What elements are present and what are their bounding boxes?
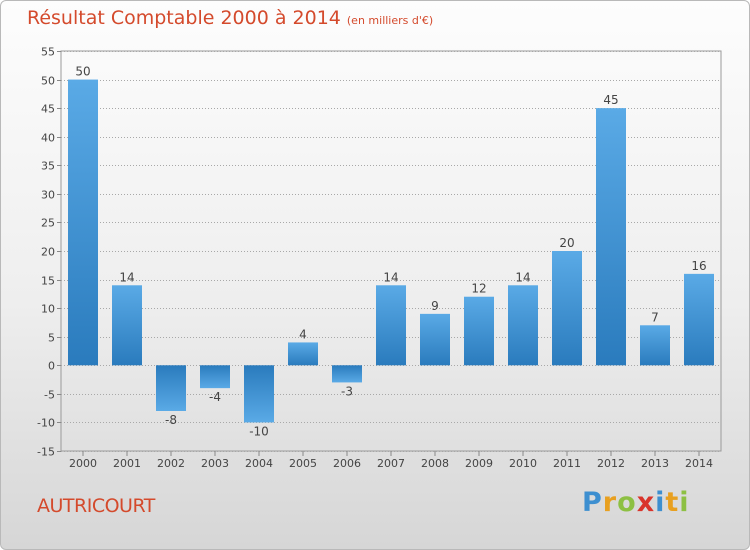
y-tick-label: -15 xyxy=(37,446,55,459)
bar-value-label: 50 xyxy=(75,65,90,79)
commune-name: AUTRICOURT xyxy=(37,495,155,517)
title-text: Résultat Comptable 2000 à 2014 xyxy=(27,7,341,29)
bar-value-label: 20 xyxy=(559,236,574,250)
proxiti-logo: Proxiti xyxy=(582,487,690,518)
bar-value-label: 12 xyxy=(471,282,486,296)
x-tick-label: 2003 xyxy=(201,457,229,470)
x-tick-label: 2006 xyxy=(333,457,361,470)
x-tick-label: 2000 xyxy=(69,457,97,470)
y-tick-label: 55 xyxy=(41,46,55,59)
bar xyxy=(288,342,318,366)
bar-value-label: 14 xyxy=(119,270,134,284)
x-tick-label: 2001 xyxy=(113,457,141,470)
x-tick-label: 2002 xyxy=(157,457,185,470)
bar xyxy=(376,285,406,366)
bar-value-label: 4 xyxy=(299,327,307,341)
title-unit: (en milliers d'€) xyxy=(346,14,434,27)
bar xyxy=(596,108,626,366)
y-tick-label: 15 xyxy=(41,275,55,288)
bar xyxy=(420,313,450,366)
x-tick-label: 2004 xyxy=(245,457,273,470)
bar xyxy=(200,365,230,389)
bar xyxy=(552,251,582,366)
logo-letter: r xyxy=(602,487,618,518)
y-tick-label: 10 xyxy=(41,303,55,316)
y-tick-label: -10 xyxy=(37,417,55,430)
logo-letter: i xyxy=(679,487,690,518)
x-tick-label: 2007 xyxy=(377,457,405,470)
bar xyxy=(244,365,274,423)
bar-value-label: 14 xyxy=(383,270,398,284)
logo-letter: o xyxy=(617,487,637,518)
y-tick-label: 25 xyxy=(41,217,55,230)
bar xyxy=(112,285,142,366)
logo-letter: P xyxy=(582,487,603,518)
bar-value-label: -3 xyxy=(341,384,353,398)
bar xyxy=(332,365,362,383)
y-tick-label: 35 xyxy=(41,160,55,173)
bar xyxy=(464,296,494,366)
bar-value-label: -10 xyxy=(249,424,269,438)
x-tick-label: 2005 xyxy=(289,457,317,470)
y-tick-label: 40 xyxy=(41,132,55,145)
bar-value-label: 16 xyxy=(691,259,706,273)
x-tick-label: 2008 xyxy=(421,457,449,470)
bar-value-label: 45 xyxy=(603,93,618,107)
bar-value-label: 7 xyxy=(651,310,659,324)
x-tick-label: 2014 xyxy=(685,457,713,470)
bar xyxy=(508,285,538,366)
bar xyxy=(684,273,714,366)
logo-letter: t xyxy=(665,487,680,518)
bar xyxy=(68,79,98,366)
y-tick-label: 30 xyxy=(41,189,55,202)
y-tick-label: 0 xyxy=(48,360,55,373)
bar-value-label: 9 xyxy=(431,299,439,313)
y-tick-label: 45 xyxy=(41,103,55,116)
x-tick-label: 2010 xyxy=(509,457,537,470)
y-tick-label: 20 xyxy=(41,246,55,259)
chart-title: Résultat Comptable 2000 à 2014 (en millie… xyxy=(27,7,433,29)
y-tick-label: 5 xyxy=(48,332,55,345)
logo-letter: i xyxy=(655,487,666,518)
x-tick-label: 2009 xyxy=(465,457,493,470)
bar-value-label: 14 xyxy=(515,270,530,284)
bar-value-label: -8 xyxy=(165,413,177,427)
x-tick-label: 2013 xyxy=(641,457,669,470)
bar-value-label: -4 xyxy=(209,390,221,404)
y-tick-label: 50 xyxy=(41,75,55,88)
bar xyxy=(156,365,186,411)
x-tick-label: 2012 xyxy=(597,457,625,470)
bar xyxy=(640,325,670,366)
y-tick-label: -5 xyxy=(44,389,55,402)
logo-letter: x xyxy=(636,487,656,518)
x-tick-label: 2011 xyxy=(553,457,581,470)
